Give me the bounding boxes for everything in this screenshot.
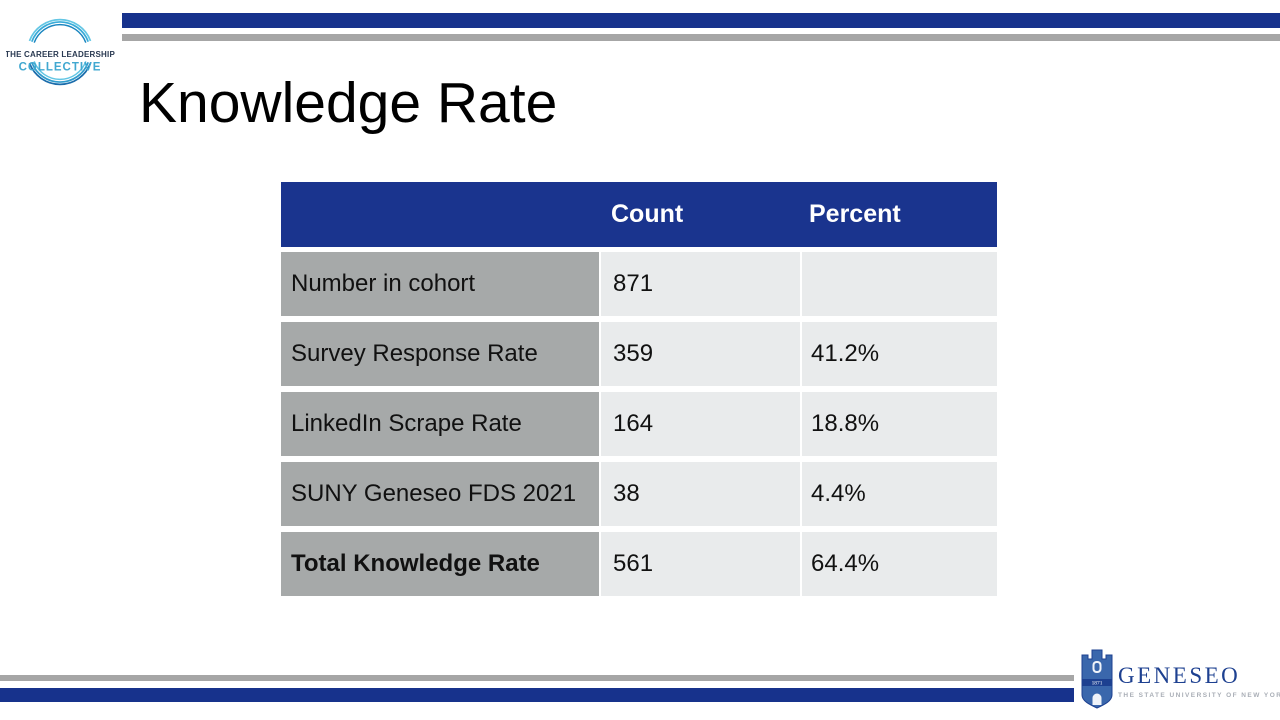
clc-circle-icon: THE CAREER LEADERSHIP COLLECTIVE (5, 18, 115, 86)
row-percent-cell: 18.8% (802, 392, 997, 456)
career-leadership-collective-logo: THE CAREER LEADERSHIP COLLECTIVE (5, 10, 116, 102)
bottom-accent-bar-blue (0, 688, 1280, 702)
table-row: SUNY Geneseo FDS 2021 38 4.4% (281, 462, 997, 526)
row-percent-cell: 4.4% (802, 462, 997, 526)
geneseo-castle-icon: 1871 (1081, 649, 1113, 709)
bottom-accent-bar-gray (0, 675, 1280, 681)
knowledge-rate-table: Count Percent Number in cohort 871 Surve… (281, 182, 997, 596)
row-count-cell: 38 (601, 462, 800, 526)
top-accent-bar-gray (122, 34, 1280, 41)
table-row: Number in cohort 871 (281, 252, 997, 316)
clc-logo-line1: THE CAREER LEADERSHIP (6, 50, 115, 59)
row-label-cell: Survey Response Rate (281, 322, 599, 386)
row-count-cell: 164 (601, 392, 800, 456)
column-header-count: Count (611, 200, 684, 228)
slide-title: Knowledge Rate (139, 71, 558, 135)
row-label-cell: Number in cohort (281, 252, 599, 316)
geneseo-tagline: THE STATE UNIVERSITY OF NEW YORK (1118, 692, 1280, 699)
clc-logo-line2: COLLECTIVE (19, 62, 102, 74)
column-header-percent: Percent (809, 200, 901, 228)
row-count-cell: 359 (601, 322, 800, 386)
row-count-cell: 561 (601, 532, 800, 596)
row-percent-cell: 41.2% (802, 322, 997, 386)
table-row-total: Total Knowledge Rate 561 64.4% (281, 532, 997, 596)
row-label-cell: LinkedIn Scrape Rate (281, 392, 599, 456)
row-percent-cell: 64.4% (802, 532, 997, 596)
top-accent-bar-blue (122, 13, 1280, 28)
row-percent-cell (802, 252, 997, 316)
row-label-cell: Total Knowledge Rate (281, 532, 599, 596)
table-header-row: Count Percent (281, 182, 997, 247)
row-count-cell: 871 (601, 252, 800, 316)
table-row: Survey Response Rate 359 41.2% (281, 322, 997, 386)
row-label-cell: SUNY Geneseo FDS 2021 (281, 462, 599, 526)
geneseo-year: 1871 (1092, 681, 1103, 687)
table-row: LinkedIn Scrape Rate 164 18.8% (281, 392, 997, 456)
geneseo-logo: 1871 GENESEO THE STATE UNIVERSITY OF NEW… (1074, 644, 1280, 720)
geneseo-wordmark: GENESEO (1118, 663, 1241, 688)
